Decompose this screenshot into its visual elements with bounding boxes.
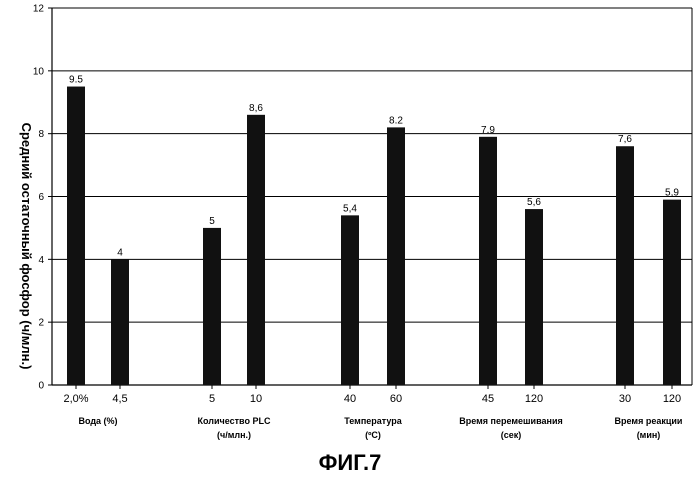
data-label: 9.5 [69,75,83,86]
figure-caption: ФИГ.7 [319,450,382,475]
group-sublabel: (ºС) [365,430,381,440]
y-tick-label: 2 [38,318,44,329]
group-sublabel: (мин) [637,430,661,440]
y-tick-label: 10 [33,66,45,77]
category-label: 120 [525,393,543,405]
data-label: 5,9 [665,188,679,199]
y-tick-label: 12 [33,4,45,15]
y-axis-title: Средний остаточный фосфор (ч/млн.) [19,123,34,370]
bar [247,115,265,385]
bar [616,146,634,385]
group-label: Время реакции [615,416,683,426]
category-label: 2,0% [63,393,88,405]
bar [663,200,681,385]
category-label: 10 [250,393,262,405]
data-label: 5,4 [343,203,357,214]
data-label: 8.2 [389,115,403,126]
data-label: 4 [117,247,123,258]
bar [479,137,497,385]
gridlines [48,8,692,389]
data-label: 7,6 [618,134,632,145]
group-label: Количество PLC [198,416,271,426]
data-label: 7.9 [481,125,495,136]
y-tick-label: 8 [38,129,44,140]
bar [67,87,85,385]
data-label: 5 [209,216,215,227]
group-label: Время перемешивания [459,416,562,426]
bar [111,259,129,385]
group-label: Вода (%) [78,416,117,426]
category-label: 30 [619,393,631,405]
category-label: 45 [482,393,494,405]
group-sublabel: (сек) [501,430,522,440]
category-label: 60 [390,393,402,405]
bar [203,228,221,385]
y-tick-label: 6 [38,192,44,203]
data-label: 5,6 [527,197,541,208]
bars [67,87,681,385]
group-sublabel: (ч/млн.) [217,430,251,440]
y-tick-label: 0 [38,381,44,392]
bar [525,209,543,385]
category-label: 120 [663,393,681,405]
bar [387,127,405,385]
y-tick-label: 4 [38,255,44,266]
bar [341,215,359,385]
data-label: 8,6 [249,103,263,114]
group-label: Температура [344,416,403,426]
category-label: 5 [209,393,215,405]
category-label: 4,5 [112,393,127,405]
category-label: 40 [344,393,356,405]
